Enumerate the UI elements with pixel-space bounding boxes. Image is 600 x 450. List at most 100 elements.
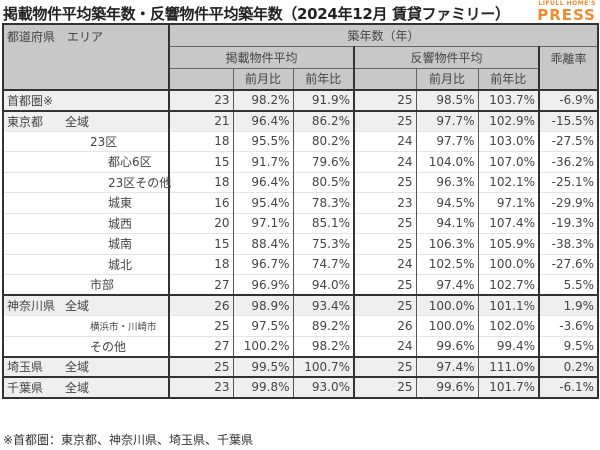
response-yoy-cell: 102.7%: [477, 274, 540, 295]
table-row: 城北 18 96.7% 74.7% 24 102.5% 100.0% -27.6%: [2, 253, 600, 275]
prefecture-label: 東京都: [7, 114, 44, 129]
response-value-cell: 25: [353, 212, 417, 234]
divergence-cell: -3.6%: [538, 315, 600, 336]
listing-value-cell: 16: [168, 192, 234, 213]
response-value-cell: 25: [353, 274, 417, 295]
listing-yoy-cell: 93.0%: [292, 376, 355, 399]
area-label: 全域: [65, 380, 90, 395]
area-label: 23区: [90, 134, 118, 149]
listing-mom-cell: 97.1%: [232, 212, 294, 234]
area-cell: 都心6区: [2, 151, 170, 172]
response-yoy-cell: 102.9%: [477, 109, 540, 131]
response-value-cell: 25: [353, 171, 417, 193]
area-label: 全域: [65, 360, 90, 375]
table-row: 東京都 全域 21 96.4% 86.2% 25 97.7% 102.9% -15.5%: [2, 109, 600, 131]
listing-value-subheader: [168, 68, 234, 91]
response-yoy-cell: 102.0%: [477, 315, 540, 336]
area-label: 市部: [90, 278, 115, 292]
prefecture-label: 千葉県: [7, 380, 44, 395]
area-label: その他: [90, 339, 127, 354]
divergence-cell: -29.9%: [538, 192, 600, 213]
table-row: 城東 16 95.4% 78.3% 23 94.5% 97.1% -29.9%: [2, 192, 600, 213]
response-mom-cell: 94.5%: [415, 192, 479, 213]
response-value-cell: 25: [353, 355, 417, 377]
response-yoy-cell: 97.1%: [477, 192, 540, 213]
table-row: 城南 15 88.4% 75.3% 25 106.3% 105.9% -38.3%: [2, 233, 600, 254]
listing-yoy-cell: 75.3%: [292, 233, 355, 254]
response-mom-cell: 96.3%: [415, 171, 479, 193]
response-yoy-cell: 101.7%: [477, 376, 540, 399]
listing-mom-cell: 88.4%: [232, 233, 294, 254]
response-yoy-cell: 99.4%: [477, 335, 540, 357]
listing-mom-cell: 95.5%: [232, 130, 294, 152]
response-value-cell: 26: [353, 315, 417, 336]
table-row: 神奈川県 全域 26 98.9% 93.4% 25 100.0% 101.1% 1.9%: [2, 294, 600, 316]
logo-subtitle: LIFULL HOME'S: [538, 0, 596, 7]
response-value-cell: 25: [353, 376, 417, 399]
page-title: 掲載物件平均築年数・反響物件平均築年数（2024年12月 賃貸ファミリー）: [3, 5, 510, 23]
listing-yoy-cell: 86.2%: [292, 109, 355, 131]
listing-value-cell: 18: [168, 171, 234, 193]
response-value-cell: 24: [353, 130, 417, 152]
response-mom-header: 前月比: [415, 67, 479, 91]
listing-mom-cell: 99.5%: [232, 355, 294, 377]
footnote: ※首都圏：東京都、神奈川県、埼玉県、千葉県: [3, 433, 254, 447]
listing-value-cell: 23: [168, 376, 234, 399]
divergence-cell: -27.5%: [538, 130, 600, 152]
listing-yoy-cell: 94.0%: [292, 274, 355, 295]
response-mom-cell: 97.7%: [415, 130, 479, 152]
listing-mom-cell: 91.7%: [232, 151, 294, 172]
divergence-cell: 9.5%: [538, 335, 600, 357]
area-label: 横浜市・川崎市: [90, 321, 157, 333]
response-yoy-cell: 107.4%: [477, 212, 540, 234]
response-yoy-cell: 100.0%: [477, 253, 540, 275]
area-label: 都心6区: [108, 155, 152, 170]
listing-mom-cell: 99.8%: [232, 376, 294, 399]
table-row: 23区 18 95.5% 80.2% 24 97.7% 103.0% -27.5%: [2, 130, 600, 152]
response-mom-cell: 97.7%: [415, 109, 479, 131]
response-mom-cell: 104.0%: [415, 151, 479, 172]
area-cell: 城北: [2, 253, 170, 275]
response-average-header: 反響物件平均: [353, 45, 540, 69]
response-yoy-cell: 103.0%: [477, 130, 540, 152]
area-cell: 千葉県 全域: [2, 376, 170, 399]
building-age-table: 都道府県 エリア 築年数（年） 掲載物件平均 反響物件平均 乖離率 前月比 前年…: [2, 23, 600, 399]
divergence-cell: 5.5%: [538, 274, 600, 295]
response-value-cell: 25: [353, 294, 417, 316]
listing-mom-header: 前月比: [232, 67, 294, 91]
listing-yoy-cell: 98.2%: [292, 335, 355, 357]
listing-yoy-cell: 85.1%: [292, 212, 355, 234]
response-yoy-cell: 102.1%: [477, 171, 540, 193]
prefecture-label: 首都圏※: [7, 93, 54, 108]
area-cell: 市部: [2, 274, 170, 295]
listing-mom-cell: 100.2%: [232, 335, 294, 357]
area-cell: 23区: [2, 130, 170, 152]
listing-value-cell: 20: [168, 212, 234, 234]
response-value-cell: 25: [353, 233, 417, 254]
listing-yoy-cell: 74.7%: [292, 253, 355, 275]
response-value-cell: 25: [353, 109, 417, 131]
divergence-cell: -36.2%: [538, 151, 600, 172]
area-column-header: 都道府県 エリア: [2, 23, 170, 91]
table-row: 千葉県 全域 23 99.8% 93.0% 25 99.6% 101.7% -6.1%: [2, 376, 600, 399]
area-cell: その他: [2, 335, 170, 357]
response-mom-cell: 106.3%: [415, 233, 479, 254]
area-cell: 横浜市・川崎市: [2, 315, 170, 336]
response-yoy-header: 前年比: [477, 67, 540, 91]
area-cell: 東京都 全域: [2, 109, 170, 131]
building-age-group-header: 築年数（年）: [168, 23, 600, 47]
table-row: 横浜市・川崎市 25 97.5% 89.2% 26 100.0% 102.0% -3.6%: [2, 315, 600, 336]
response-mom-cell: 100.0%: [415, 315, 479, 336]
table-row: 都心6区 15 91.7% 79.6% 24 104.0% 107.0% -36.2%: [2, 151, 600, 172]
listing-mom-cell: 97.5%: [232, 315, 294, 336]
response-mom-cell: 100.0%: [415, 294, 479, 316]
area-label: 城東: [108, 196, 133, 211]
listing-value-cell: 25: [168, 315, 234, 336]
area-label: 23区その他: [108, 175, 172, 190]
listing-value-cell: 23: [168, 89, 234, 111]
table-row: 市部 27 96.9% 94.0% 25 97.4% 102.7% 5.5%: [2, 274, 600, 295]
divergence-cell: 0.2%: [538, 355, 600, 377]
divergence-cell: -25.1%: [538, 171, 600, 193]
table-row: 埼玉県 全域 25 99.5% 100.7% 25 97.4% 111.0% 0.2%: [2, 355, 600, 377]
response-value-cell: 24: [353, 151, 417, 172]
